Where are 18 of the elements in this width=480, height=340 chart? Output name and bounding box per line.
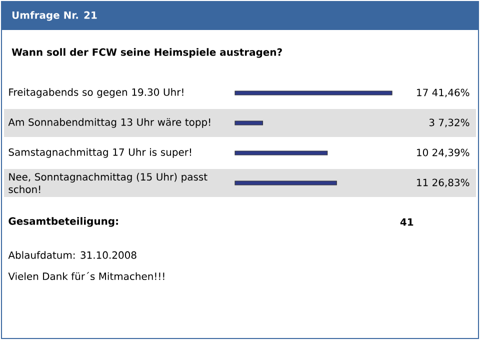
y-tick-label: Nee, Sonntagnachmittag (15 Uhr) passt schon! <box>8 172 208 194</box>
text: Ablaufdatum: 31.10.2008 <box>8 251 136 259</box>
bar <box>234 180 337 186</box>
y-tick-label: Freitagabends so gegen 19.30 Uhr! <box>9 88 184 98</box>
text: Gesamtbeteiligung: <box>8 217 118 227</box>
text: 41 <box>400 218 414 226</box>
data-label: 10 24,39% <box>417 148 470 158</box>
y-tick-label: Samstagnachmittag 17 Uhr is super! <box>8 148 191 158</box>
data-label: 3 7,32% <box>429 118 470 128</box>
data-label: 11 26,83% <box>417 178 470 188</box>
bar <box>234 90 392 96</box>
bar <box>234 120 264 126</box>
text: Wann soll der FCW seine Heimspiele austragen? <box>12 48 282 58</box>
bar <box>234 150 328 156</box>
y-tick-label: Am Sonnabendmittag 13 Uhr wäre topp! <box>8 118 210 128</box>
text: Umfrage Nr. 21 <box>12 11 97 21</box>
text: Vielen Dank für´s Mitmachen!!! <box>8 272 164 280</box>
data-label: 17 41,46% <box>417 88 470 98</box>
